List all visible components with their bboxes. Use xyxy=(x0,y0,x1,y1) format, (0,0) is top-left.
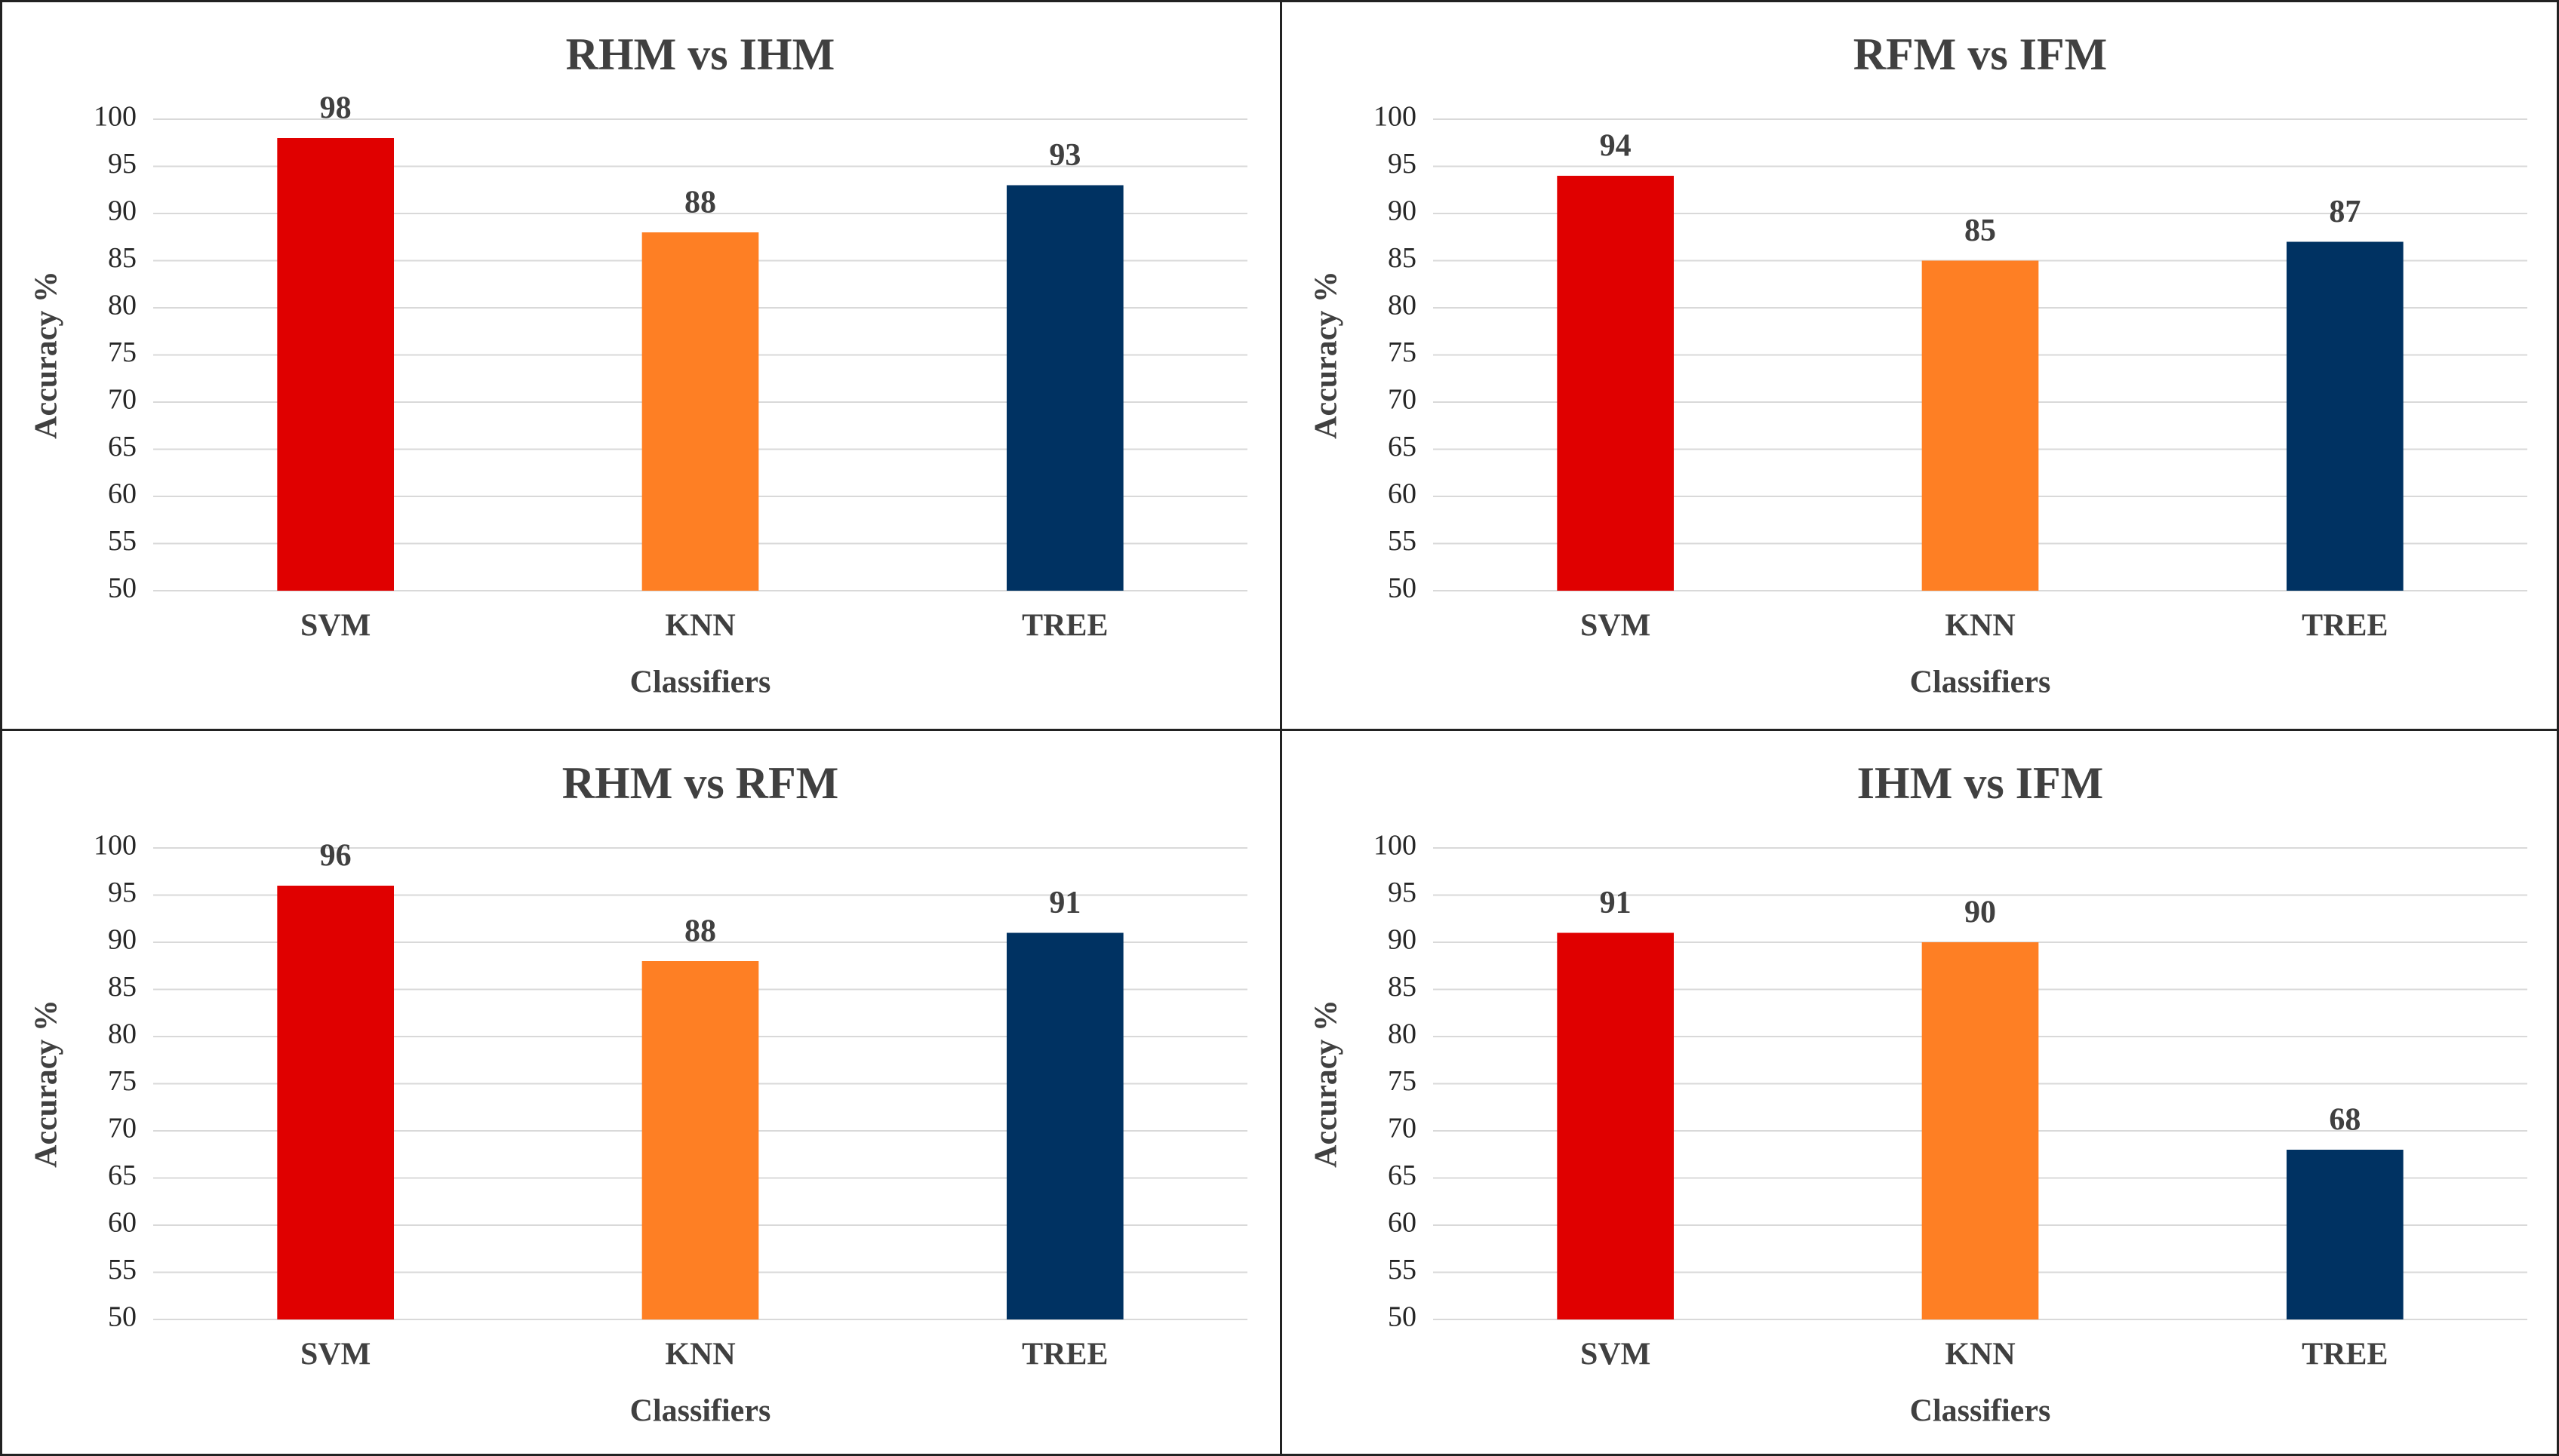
y-tick-label: 75 xyxy=(1388,336,1416,368)
y-tick-label: 80 xyxy=(108,1018,137,1050)
chart-title: IHM vs IFM xyxy=(1857,758,2104,808)
bar xyxy=(641,961,759,1319)
y-tick-label: 50 xyxy=(108,1301,137,1333)
y-tick-label: 65 xyxy=(108,431,137,462)
y-tick-label: 75 xyxy=(1388,1065,1416,1097)
bar xyxy=(641,232,759,591)
x-tick-label: TREE xyxy=(2302,609,2388,644)
bar xyxy=(1557,176,1674,591)
bar xyxy=(277,138,394,591)
x-tick-label: KNN xyxy=(1945,609,2015,644)
bar xyxy=(1007,932,1124,1319)
y-tick-label: 50 xyxy=(108,573,137,604)
y-tick-label: 60 xyxy=(108,1207,137,1239)
y-tick-label: 65 xyxy=(1388,1160,1416,1191)
y-tick-label: 55 xyxy=(1388,525,1416,557)
y-tick-label: 90 xyxy=(1388,195,1416,227)
y-tick-label: 95 xyxy=(1388,877,1416,908)
y-tick-label: 70 xyxy=(1388,384,1416,416)
y-tick-label: 85 xyxy=(1388,971,1416,1003)
y-tick-label: 70 xyxy=(108,384,137,416)
value-label: 91 xyxy=(1049,886,1081,920)
y-axis-label: Accuracy % xyxy=(29,1000,64,1168)
y-tick-label: 80 xyxy=(1388,290,1416,321)
bar xyxy=(2287,1150,2404,1319)
y-tick-label: 65 xyxy=(108,1160,137,1191)
value-label: 90 xyxy=(1964,895,1996,930)
bar xyxy=(1921,942,2039,1319)
value-label: 96 xyxy=(320,839,352,874)
x-tick-label: SVM xyxy=(300,609,371,644)
y-tick-label: 85 xyxy=(1388,242,1416,274)
value-label: 87 xyxy=(2329,195,2361,229)
x-tick-label: KNN xyxy=(1945,1338,2015,1372)
y-tick-label: 80 xyxy=(108,290,137,321)
y-tick-label: 55 xyxy=(108,1254,137,1286)
x-tick-label: TREE xyxy=(1022,609,1108,644)
chart: RHM vs IHM 50 55 60 65 70 75 80 85 90 95 100 Accurac… xyxy=(29,29,1247,700)
y-axis-label: Accuracy % xyxy=(1309,271,1344,439)
x-tick-label: KNN xyxy=(665,1338,735,1372)
x-axis-label: Classifiers xyxy=(1910,1394,2051,1429)
y-tick-label: 70 xyxy=(108,1113,137,1144)
y-tick-label: 60 xyxy=(108,478,137,510)
x-tick-label: SVM xyxy=(300,1338,371,1372)
bar xyxy=(277,886,394,1319)
x-axis-label: Classifiers xyxy=(630,1394,771,1429)
y-tick-label: 50 xyxy=(1388,1301,1416,1333)
y-tick-label: 90 xyxy=(108,195,137,227)
x-axis-label: Classifiers xyxy=(1910,665,2051,700)
chart-title: RFM vs IFM xyxy=(1853,29,2108,79)
chart: RFM vs IFM 50 55 60 65 70 75 80 85 90 95 100 Accurac… xyxy=(1309,29,2527,700)
x-tick-label: SVM xyxy=(1580,1338,1650,1372)
y-tick-label: 60 xyxy=(1388,478,1416,510)
chart: RHM vs RFM 50 55 60 65 70 75 80 85 90 95 100 Accurac… xyxy=(29,758,1247,1429)
value-label: 94 xyxy=(1600,129,1632,164)
chart: IHM vs IFM 50 55 60 65 70 75 80 85 90 95 100 Accurac… xyxy=(1309,758,2527,1429)
value-label: 88 xyxy=(684,914,716,949)
divider xyxy=(2,729,2557,731)
y-tick-label: 50 xyxy=(1388,573,1416,604)
y-tick-label: 95 xyxy=(108,148,137,180)
y-tick-label: 100 xyxy=(94,830,137,862)
value-label: 68 xyxy=(2329,1103,2361,1138)
bar xyxy=(2287,241,2404,591)
y-axis-label: Accuracy % xyxy=(1309,1000,1344,1168)
chart-title: RHM vs RFM xyxy=(562,758,839,808)
value-label: 98 xyxy=(320,91,352,126)
bar xyxy=(1557,932,1674,1319)
bar xyxy=(1921,260,2039,591)
y-tick-label: 90 xyxy=(1388,924,1416,956)
y-tick-label: 75 xyxy=(108,336,137,368)
y-tick-label: 100 xyxy=(1373,830,1416,862)
y-tick-label: 65 xyxy=(1388,431,1416,462)
y-tick-label: 85 xyxy=(108,242,137,274)
y-tick-label: 70 xyxy=(1388,1113,1416,1144)
value-label: 85 xyxy=(1964,213,1996,248)
value-label: 88 xyxy=(684,186,716,220)
y-tick-label: 55 xyxy=(1388,1254,1416,1286)
value-label: 91 xyxy=(1600,886,1632,920)
chart-title: RHM vs IHM xyxy=(566,29,835,79)
y-tick-label: 95 xyxy=(108,877,137,908)
divider xyxy=(1280,2,1282,1454)
x-axis-label: Classifiers xyxy=(630,665,771,700)
bar xyxy=(1007,185,1124,591)
y-tick-label: 85 xyxy=(108,971,137,1003)
x-tick-label: TREE xyxy=(2302,1338,2388,1372)
value-label: 93 xyxy=(1049,138,1081,173)
y-tick-label: 95 xyxy=(1388,148,1416,180)
y-tick-label: 60 xyxy=(1388,1207,1416,1239)
x-tick-label: TREE xyxy=(1022,1338,1108,1372)
y-tick-label: 100 xyxy=(94,101,137,133)
y-axis-label: Accuracy % xyxy=(29,271,64,439)
y-tick-label: 80 xyxy=(1388,1018,1416,1050)
x-tick-label: SVM xyxy=(1580,609,1650,644)
y-tick-label: 55 xyxy=(108,525,137,557)
x-tick-label: KNN xyxy=(665,609,735,644)
y-tick-label: 100 xyxy=(1373,101,1416,133)
y-tick-label: 75 xyxy=(108,1065,137,1097)
y-tick-label: 90 xyxy=(108,924,137,956)
